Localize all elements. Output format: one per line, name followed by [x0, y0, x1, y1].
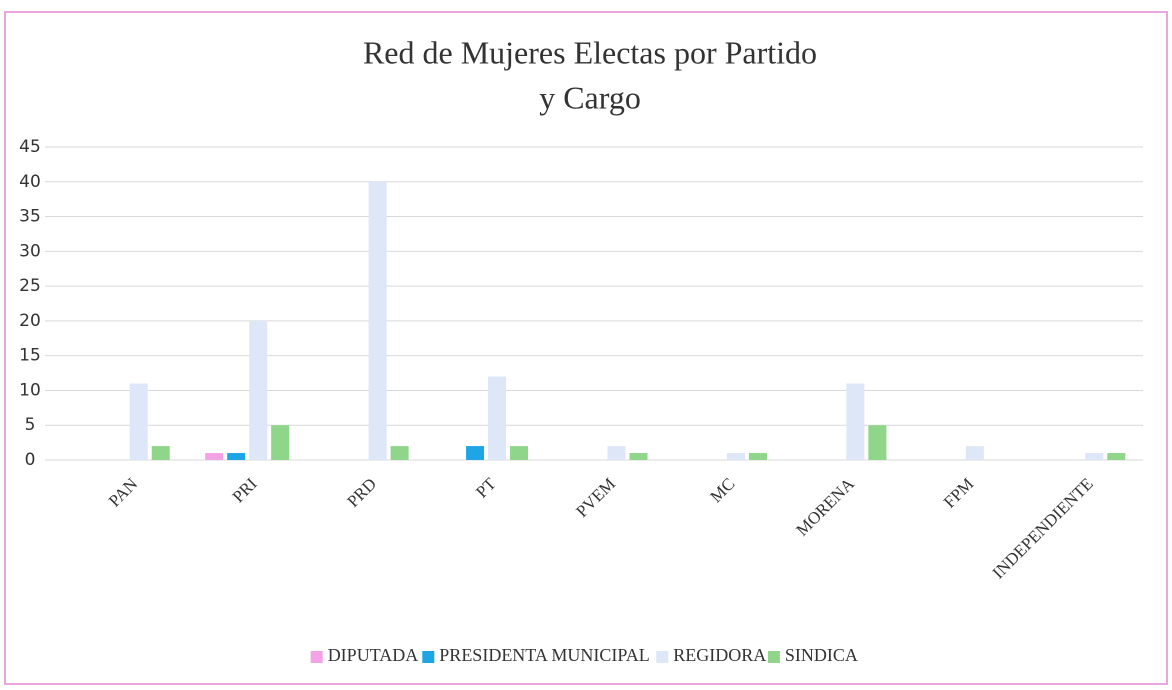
y-tick-label: 10 — [19, 380, 41, 400]
legend-label: SINDICA — [785, 645, 858, 665]
legend-swatch — [656, 651, 669, 663]
legend-swatch — [310, 651, 323, 663]
chart-title: Red de Mujeres Electas por Partido — [363, 34, 817, 70]
chart-title: y Cargo — [539, 79, 641, 115]
bar — [249, 320, 268, 460]
bar — [151, 446, 170, 460]
legend-label: REGIDORA — [673, 645, 766, 665]
y-tick-label: 35 — [19, 207, 41, 227]
bar — [607, 446, 626, 460]
legend-label: PRESIDENTA MUNICIPAL — [439, 645, 649, 665]
legend-swatch — [767, 651, 780, 663]
y-tick-label: 20 — [19, 311, 41, 331]
legend-swatch — [422, 651, 435, 663]
bar — [271, 425, 290, 460]
y-tick-label: 30 — [19, 241, 41, 261]
bar — [726, 453, 745, 460]
bar — [965, 446, 984, 460]
legend-label: DIPUTADA — [328, 645, 419, 665]
bar — [488, 376, 507, 460]
y-tick-label: 25 — [19, 276, 41, 296]
y-tick-label: 45 — [19, 137, 41, 157]
bar — [510, 446, 529, 460]
bar — [466, 446, 485, 460]
bar — [629, 453, 648, 460]
y-tick-label: 15 — [19, 346, 41, 366]
bar — [748, 453, 767, 460]
bar — [129, 383, 148, 460]
bar — [368, 181, 387, 460]
bar — [390, 446, 409, 460]
bar — [846, 383, 865, 460]
bar — [1085, 453, 1104, 460]
bar — [227, 453, 246, 460]
y-tick-label: 40 — [19, 172, 41, 192]
bar — [868, 425, 887, 460]
chart-border — [4, 11, 1168, 685]
y-tick-label: 0 — [25, 450, 36, 470]
bar — [205, 453, 224, 460]
bar — [1107, 453, 1126, 460]
y-tick-label: 5 — [25, 415, 36, 435]
